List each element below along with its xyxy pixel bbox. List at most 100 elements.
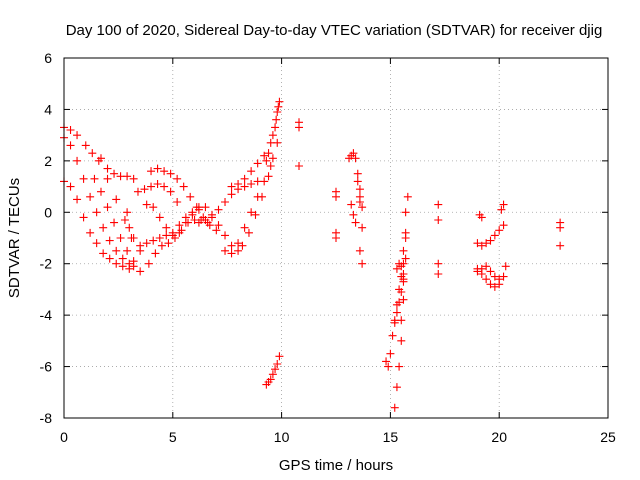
data-point (238, 241, 247, 250)
series-arc-18 (295, 118, 304, 170)
data-point (207, 213, 216, 222)
data-point (142, 239, 151, 248)
data-point (129, 174, 138, 183)
series-arc-27 (473, 221, 508, 250)
data-point (434, 259, 443, 268)
data-point (349, 149, 358, 158)
data-point (486, 236, 495, 245)
data-point (495, 275, 504, 284)
data-point (399, 270, 408, 278)
data-point (274, 102, 283, 111)
data-point (92, 208, 101, 217)
data-point (96, 187, 105, 196)
data-point (264, 172, 273, 181)
data-point (399, 295, 408, 304)
data-point (477, 241, 486, 250)
data-point (112, 259, 121, 268)
data-point (118, 262, 127, 271)
data-point (477, 264, 486, 273)
data-point (473, 267, 482, 276)
data-point (194, 218, 203, 227)
data-point (227, 190, 236, 199)
data-point (166, 169, 175, 178)
data-point (136, 241, 145, 250)
data-point (556, 223, 565, 232)
data-point (473, 239, 482, 248)
data-point (266, 162, 275, 170)
data-point (401, 208, 410, 217)
data-point (482, 262, 491, 271)
x-tick-label: 0 (60, 429, 68, 445)
data-point (157, 241, 166, 250)
data-point (147, 167, 156, 176)
data-point (221, 231, 230, 240)
data-point (125, 223, 134, 232)
data-point (355, 185, 364, 194)
data-point (399, 246, 408, 255)
data-point (234, 239, 243, 248)
data-point (99, 223, 108, 232)
series-arc-31 (556, 218, 565, 250)
data-point (392, 308, 401, 317)
series-arc-15 (238, 138, 282, 250)
data-point (116, 234, 125, 242)
data-point (390, 403, 399, 412)
data-point (262, 156, 271, 165)
data-point (258, 192, 267, 201)
data-point (358, 223, 367, 232)
data-point (160, 182, 169, 191)
data-point (247, 208, 256, 217)
data-point (133, 187, 142, 196)
data-point (81, 141, 90, 150)
data-point (214, 205, 223, 214)
data-point (221, 198, 230, 206)
data-point (482, 275, 491, 284)
data-point (151, 249, 160, 258)
data-point (268, 370, 277, 379)
data-point (247, 167, 256, 176)
data-point (153, 180, 162, 188)
data-point (110, 218, 119, 227)
data-point (347, 200, 356, 209)
series-arc-24 (390, 277, 408, 327)
data-point (266, 375, 275, 384)
data-point (351, 218, 360, 227)
data-point (482, 239, 491, 248)
series-arc-4 (90, 174, 145, 276)
data-point (499, 221, 508, 230)
data-point (73, 195, 82, 204)
data-point (201, 203, 210, 212)
data-point (401, 254, 410, 263)
data-point (260, 151, 269, 160)
data-point (332, 234, 340, 242)
axis-ticks: 0 5 10 15 20 25 -8 -6 -4 -2 0 2 4 6 (40, 50, 616, 445)
data-point (395, 298, 404, 307)
data-point (382, 357, 391, 366)
y-tick-label: 0 (44, 204, 52, 220)
y-tick-label: -2 (40, 256, 53, 272)
y-tick-label: -6 (40, 359, 53, 375)
series-arc-14 (227, 151, 269, 191)
data-point (147, 182, 156, 191)
data-point (353, 177, 362, 186)
data-point (332, 192, 340, 201)
data-point (388, 331, 397, 340)
data-point (275, 97, 284, 106)
data-point (434, 200, 443, 209)
data-point (390, 318, 399, 327)
data-point (149, 236, 158, 245)
data-point (164, 239, 173, 248)
data-point (103, 174, 112, 183)
data-point (175, 221, 184, 230)
data-point (501, 262, 510, 271)
data-point (173, 198, 182, 206)
data-point (486, 280, 495, 289)
data-point (66, 141, 75, 150)
data-point (66, 182, 75, 191)
x-tick-label: 10 (274, 429, 290, 445)
data-point (179, 182, 188, 191)
data-point (162, 223, 171, 232)
data-point (166, 187, 175, 196)
data-point (120, 216, 129, 224)
